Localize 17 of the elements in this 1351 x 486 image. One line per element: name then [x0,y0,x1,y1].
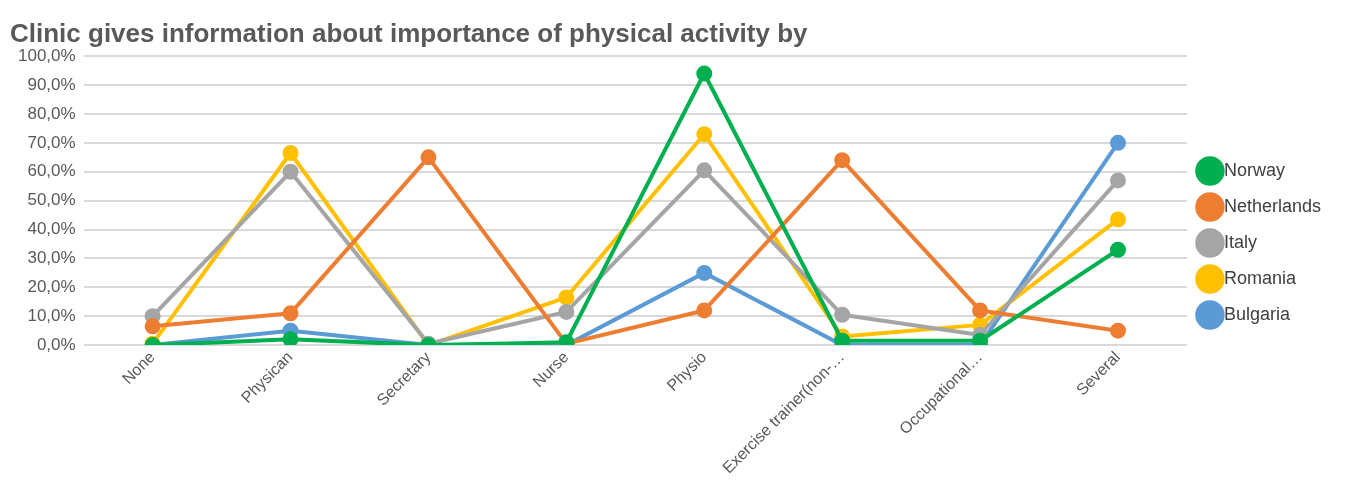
y-tick-label: 60,0% [27,161,76,181]
y-tick-label: 20,0% [27,277,76,297]
legend-label: Romania [1223,267,1297,288]
y-tick-label: 100,0% [17,45,76,65]
y-tick-label: 50,0% [27,190,76,210]
y-tick-label: 40,0% [27,219,76,239]
y-tick-label: 30,0% [27,248,76,268]
y-tick-label: 0,0% [36,334,76,354]
y-tick-label: 10,0% [27,305,76,325]
legend-label: Italy [1223,231,1257,252]
y-tick-label: 70,0% [27,132,76,152]
y-tick-label: 80,0% [27,103,76,123]
legend-label: Bulgaria [1223,303,1291,324]
y-tick-label: 90,0% [27,74,76,94]
legend-label: Netherlands [1223,195,1321,216]
chart-title: Clinic gives information about importance of physical activity by [10,17,809,48]
legend-label: Norway [1223,159,1285,180]
